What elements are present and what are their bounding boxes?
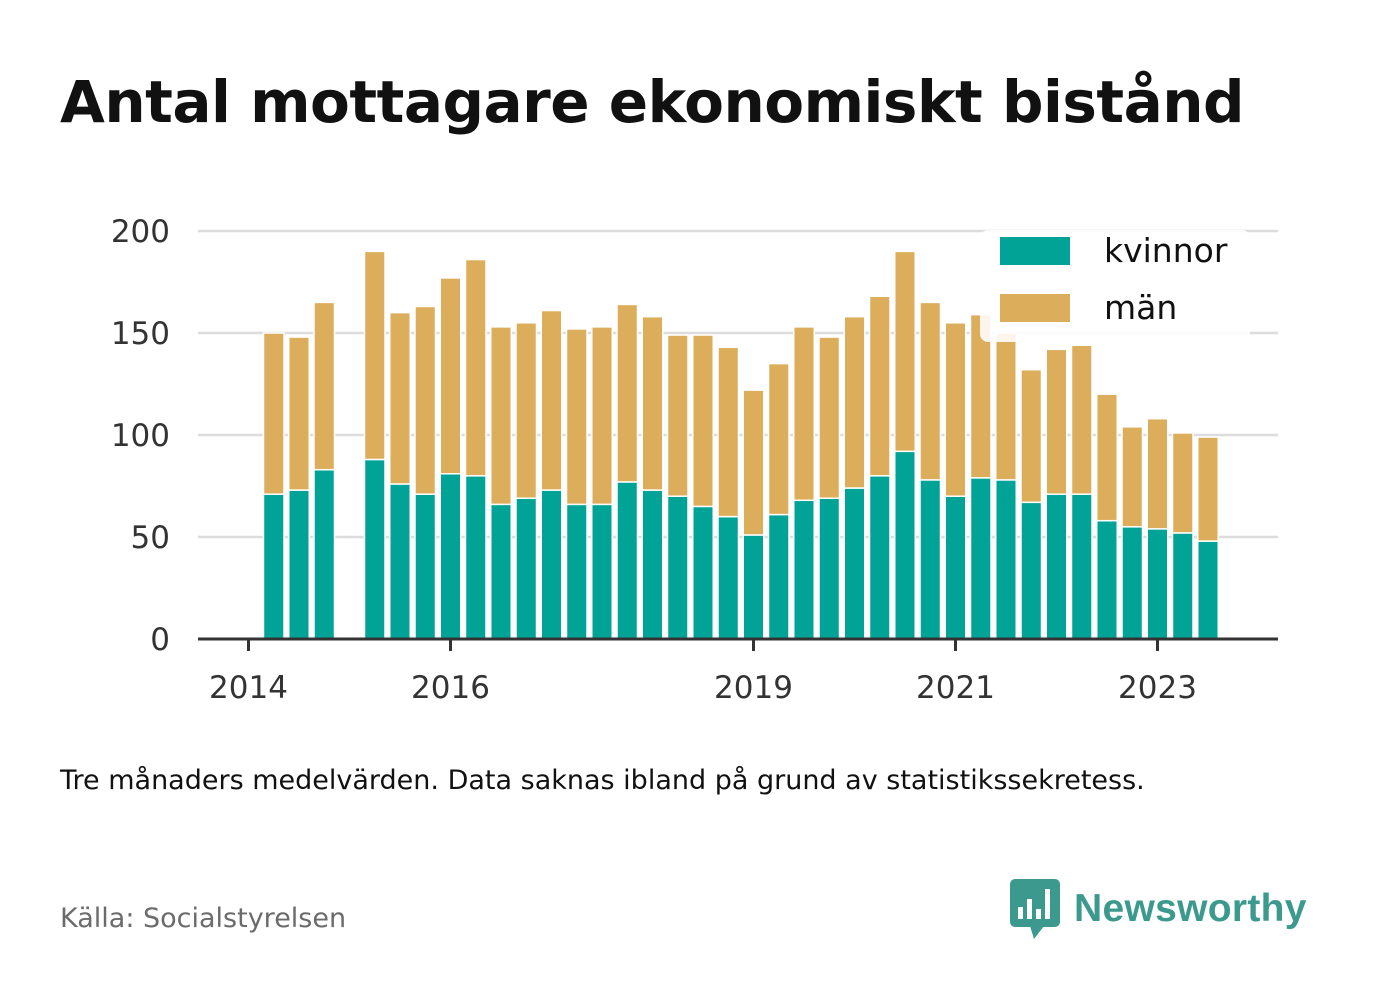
bar-kvinnor <box>490 503 512 640</box>
bar-kvinnor <box>919 479 942 640</box>
bar-man <box>742 389 765 536</box>
bar-man <box>1146 417 1169 530</box>
y-axis-ticks: 0 50 100 150 200 <box>111 214 170 658</box>
bar-man <box>843 315 866 489</box>
y-tick-label: 100 <box>111 418 170 454</box>
bar-kvinnor <box>540 489 563 640</box>
bar-kvinnor <box>565 503 588 640</box>
bar-man <box>540 309 563 491</box>
stacked-bar-chart: 0 50 100 150 200 2014 2016 2019 2021 2023 kvinno… <box>111 214 1278 706</box>
bar-kvinnor <box>464 475 487 640</box>
x-tick-label: 2016 <box>411 670 490 706</box>
bar-man <box>995 332 1017 481</box>
bar-kvinnor <box>767 513 790 640</box>
bar-man <box>692 334 714 508</box>
bar-man <box>641 315 664 491</box>
newsworthy-logo-icon <box>1010 879 1060 939</box>
bar-man <box>1171 432 1194 534</box>
bar-kvinnor <box>1197 540 1219 640</box>
bar-kvinnor <box>262 493 285 640</box>
bar-kvinnor <box>641 489 664 640</box>
chart-title: Antal mottagare ekonomiskt bistånd <box>60 68 1245 136</box>
bar-kvinnor <box>894 450 916 640</box>
legend-label: män <box>1104 288 1177 327</box>
source-text: Källa: Socialstyrelsen <box>60 903 347 934</box>
bar-man <box>616 303 639 483</box>
bar-kvinnor <box>1121 526 1144 640</box>
newsworthy-brand: Newsworthy <box>1010 878 1307 940</box>
legend-swatch <box>1000 294 1070 322</box>
bar-kvinnor <box>868 475 891 640</box>
x-tick-label: 2019 <box>714 670 793 706</box>
bar-kvinnor <box>363 458 386 640</box>
bar-kvinnor <box>793 499 815 640</box>
bar-man <box>793 326 815 502</box>
bar-kvinnor <box>1146 528 1169 640</box>
bar-kvinnor <box>439 473 462 640</box>
bar-man <box>1197 436 1219 542</box>
x-tick-label: 2021 <box>916 670 995 706</box>
bar-man <box>1020 368 1043 504</box>
legend-label: kvinnor <box>1104 231 1228 270</box>
bar-man <box>288 336 310 491</box>
bar-kvinnor <box>717 515 740 640</box>
x-tick-label: 2023 <box>1118 670 1197 706</box>
x-axis: 2014 2016 2019 2021 2023 <box>198 637 1278 706</box>
y-tick-label: 50 <box>131 520 170 556</box>
bar-kvinnor <box>1171 532 1194 640</box>
bar-man <box>666 334 689 497</box>
bar-kvinnor <box>389 483 411 640</box>
bar-kvinnor <box>616 481 639 640</box>
legend-swatch <box>1000 237 1070 265</box>
bar-kvinnor <box>1020 501 1043 640</box>
bar-man <box>490 326 512 506</box>
bar-kvinnor <box>692 505 714 640</box>
brand-name: Newsworthy <box>1074 887 1307 930</box>
bar-man <box>894 250 916 453</box>
bar-kvinnor <box>818 497 841 640</box>
bar-man <box>818 336 841 499</box>
y-tick-label: 150 <box>111 316 170 352</box>
legend: kvinnor män <box>980 230 1250 342</box>
bar-kvinnor <box>1096 519 1118 640</box>
bar-man <box>363 250 386 461</box>
bar-kvinnor <box>742 534 765 640</box>
bar-man <box>389 311 411 485</box>
bar-man <box>439 277 462 475</box>
chart-note: Tre månaders medelvärden. Data saknas ib… <box>60 765 1145 796</box>
bar-kvinnor <box>1045 493 1068 640</box>
bar-man <box>919 301 942 481</box>
bar-kvinnor <box>843 487 866 640</box>
bar-kvinnor <box>1070 493 1093 640</box>
bar-man <box>1045 348 1068 495</box>
y-tick-label: 0 <box>150 622 170 658</box>
bar-kvinnor <box>591 503 613 640</box>
bar-man <box>262 332 285 495</box>
bar-man <box>868 295 891 477</box>
bar-kvinnor <box>414 493 437 640</box>
bar-kvinnor <box>666 495 689 640</box>
bar-man <box>591 326 613 506</box>
bar-kvinnor <box>944 495 967 640</box>
bar-man <box>464 258 487 477</box>
bar-man <box>944 322 967 497</box>
y-tick-label: 200 <box>111 214 170 250</box>
bar-man <box>767 362 790 516</box>
x-tick-label: 2014 <box>209 670 288 706</box>
bar-man <box>565 328 588 506</box>
bar-kvinnor <box>313 468 336 640</box>
bar-man <box>1070 344 1093 495</box>
bar-man <box>414 305 437 495</box>
bar-man <box>313 301 336 471</box>
bar-kvinnor <box>995 479 1017 640</box>
bar-kvinnor <box>515 497 538 640</box>
bar-man <box>515 322 538 499</box>
bar-man <box>717 346 740 518</box>
bar-kvinnor <box>969 477 992 640</box>
bar-man <box>1096 393 1118 522</box>
bar-man <box>1121 426 1144 528</box>
bar-kvinnor <box>288 489 310 640</box>
